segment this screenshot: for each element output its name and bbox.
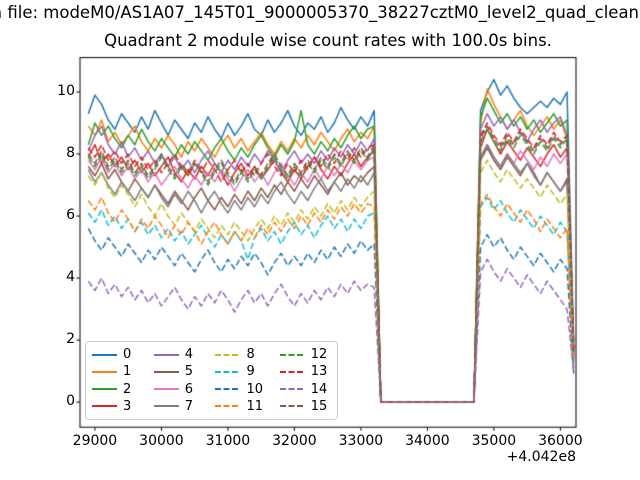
x-tick-label: 31000 [205, 433, 251, 449]
legend-label: 8 [246, 347, 255, 363]
y-tick-label: 6 [66, 207, 75, 224]
y-tick-label: 8 [66, 145, 75, 162]
legend-item-0: 0 [92, 346, 141, 363]
legend-line-sample [153, 388, 179, 391]
legend-label: 5 [184, 364, 193, 380]
plot-title: Quadrant 2 module wise count rates with … [104, 31, 552, 50]
legend-line-sample [279, 353, 305, 356]
legend-line-sample [215, 388, 241, 391]
y-tick-label: 4 [66, 269, 75, 286]
legend-item-8: 8 [215, 346, 266, 363]
legend-label: 14 [310, 381, 328, 397]
x-tick-label: 34000 [405, 433, 450, 449]
legend-item-7: 7 [153, 398, 203, 415]
y-tick-label: 0 [66, 393, 75, 410]
legend-label: 4 [184, 347, 193, 363]
legend-label: 11 [246, 398, 263, 414]
x-tick-label: 30000 [139, 433, 184, 449]
legend-line-sample [92, 388, 117, 391]
legend-label: 6 [184, 381, 193, 397]
legend-line-sample [153, 370, 179, 373]
x-tick-label: 35000 [471, 433, 517, 449]
legend-item-3: 3 [92, 398, 141, 415]
legend-item-9: 9 [215, 363, 266, 380]
legend-line-sample [279, 405, 305, 408]
legend-label: 13 [310, 364, 328, 380]
plot-title-filename: a file: modeM0/AS1A07_145T01_9000005370_… [0, 3, 640, 22]
legend-item-15: 15 [279, 398, 331, 415]
legend-line-sample [92, 353, 117, 356]
legend-line-sample [215, 370, 241, 373]
x-axis-offset-label: +4.042e8 [506, 449, 576, 465]
legend-line-sample [279, 388, 305, 391]
legend-item-1: 1 [92, 363, 141, 380]
legend-label: 7 [184, 398, 193, 414]
legend-label: 12 [310, 347, 328, 363]
legend-label: 10 [246, 381, 263, 397]
legend-label: 9 [246, 364, 255, 380]
legend-item-14: 14 [279, 381, 331, 398]
legend-line-sample [215, 353, 241, 356]
legend-label: 2 [123, 381, 132, 397]
legend-line-sample [215, 405, 241, 408]
legend-item-11: 11 [215, 398, 266, 415]
x-tick-label: 36000 [538, 433, 583, 449]
legend-line-sample [153, 353, 179, 356]
x-tick-label: 32000 [272, 433, 317, 449]
legend-line-sample [153, 405, 179, 408]
y-tick-label: 2 [66, 331, 75, 348]
legend-line-sample [92, 405, 117, 408]
legend-label: 0 [123, 347, 132, 363]
legend: 0 1 2 3 4 5 6 7 8 9 10 11 12 13 14 15 [85, 341, 338, 420]
legend-label: 3 [123, 398, 132, 414]
legend-item-5: 5 [153, 363, 203, 380]
legend-line-sample [279, 370, 305, 373]
x-tick-label: 29000 [72, 433, 118, 449]
legend-item-12: 12 [279, 346, 331, 363]
legend-item-10: 10 [215, 381, 266, 398]
y-tick-label: 10 [57, 83, 75, 100]
legend-item-2: 2 [92, 381, 141, 398]
legend-item-13: 13 [279, 363, 331, 380]
legend-line-sample [92, 370, 117, 373]
legend-label: 1 [123, 364, 132, 380]
x-tick-label: 33000 [338, 433, 384, 449]
legend-item-4: 4 [153, 346, 203, 363]
legend-label: 15 [310, 398, 328, 414]
legend-item-6: 6 [153, 381, 203, 398]
